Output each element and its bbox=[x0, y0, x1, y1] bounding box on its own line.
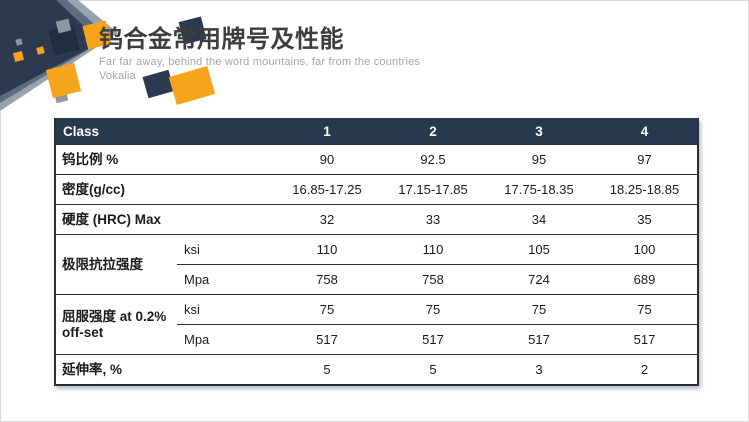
table-row: 延伸率, % 5 5 3 2 bbox=[55, 354, 698, 386]
value-cell: 110 bbox=[274, 234, 380, 265]
value-cell: 33 bbox=[380, 204, 486, 235]
value-cell: 75 bbox=[380, 294, 486, 325]
header-cell-4: 4 bbox=[592, 118, 698, 145]
header-cell-2: 2 bbox=[380, 118, 486, 145]
value-cell: 34 bbox=[486, 204, 592, 235]
page-title: 钨合金常用牌号及性能 bbox=[99, 26, 344, 53]
value-cell: 517 bbox=[486, 324, 592, 355]
value-cell: 90 bbox=[274, 144, 380, 175]
value-cell: 5 bbox=[274, 354, 380, 386]
value-cell: 758 bbox=[274, 264, 380, 295]
value-cell: 5 bbox=[380, 354, 486, 386]
subtitle-line2: Vokalia bbox=[99, 70, 136, 82]
deco-square-gray-1 bbox=[55, 18, 72, 34]
value-cell: 35 bbox=[592, 204, 698, 235]
value-cell: 75 bbox=[274, 294, 380, 325]
value-cell: 16.85-17.25 bbox=[274, 174, 380, 205]
subtitle-line1: Far far away, behind the word mountains,… bbox=[99, 56, 421, 68]
value-cell: 517 bbox=[380, 324, 486, 355]
row-label: 密度(g/cc) bbox=[55, 174, 274, 205]
unit-cell: ksi bbox=[177, 234, 274, 265]
unit-cell: ksi bbox=[177, 294, 274, 325]
header-block: 钨合金常用牌号及性能 Far far away, behind the word… bbox=[99, 25, 420, 83]
table-row: 屈服强度 at 0.2% off-set ksi 75 75 75 75 bbox=[55, 294, 698, 355]
deco-square-darknavy bbox=[48, 24, 80, 56]
unit-cell: Mpa bbox=[177, 324, 274, 355]
value-cell: 100 bbox=[592, 234, 698, 265]
value-cell: 75 bbox=[592, 294, 698, 325]
deco-square-orange-4 bbox=[13, 51, 24, 62]
header-cell-1: 1 bbox=[274, 118, 380, 145]
value-cell: 110 bbox=[380, 234, 486, 265]
deco-square-orange-3 bbox=[36, 46, 45, 55]
value-cell: 17.75-18.35 bbox=[486, 174, 592, 205]
table-row: 钨比例 % 90 92.5 95 97 bbox=[55, 144, 698, 175]
table-row: Mpa 758 758 724 689 bbox=[55, 264, 698, 295]
value-cell: 95 bbox=[486, 144, 592, 175]
value-cell: 758 bbox=[380, 264, 486, 295]
value-cell: 18.25-18.85 bbox=[592, 174, 698, 205]
table-header-row: Class 1 2 3 4 bbox=[55, 118, 698, 145]
value-cell: 724 bbox=[486, 264, 592, 295]
deco-square-gray-2 bbox=[53, 88, 69, 104]
value-cell: 517 bbox=[592, 324, 698, 355]
row-label: 极限抗拉强度 bbox=[55, 234, 177, 295]
deco-square-orange-1 bbox=[45, 62, 82, 99]
value-cell: 17.15-17.85 bbox=[380, 174, 486, 205]
value-cell: 97 bbox=[592, 144, 698, 175]
row-label: 硬度 (HRC) Max bbox=[55, 204, 274, 235]
value-cell: 3 bbox=[486, 354, 592, 386]
deco-square-gray-3 bbox=[15, 38, 23, 46]
value-cell: 2 bbox=[592, 354, 698, 386]
table-row: 密度(g/cc) 16.85-17.25 17.15-17.85 17.75-1… bbox=[55, 174, 698, 205]
value-cell: 689 bbox=[592, 264, 698, 295]
value-cell: 517 bbox=[274, 324, 380, 355]
table-row: 硬度 (HRC) Max 32 33 34 35 bbox=[55, 204, 698, 235]
table-row: Mpa 517 517 517 517 bbox=[55, 324, 698, 355]
value-cell: 105 bbox=[486, 234, 592, 265]
header-cell-3: 3 bbox=[486, 118, 592, 145]
value-cell: 75 bbox=[486, 294, 592, 325]
row-label: 钨比例 % bbox=[55, 144, 274, 175]
row-label: 屈服强度 at 0.2% off-set bbox=[55, 294, 177, 355]
row-label: 延伸率, % bbox=[55, 354, 274, 386]
table-row: 极限抗拉强度 ksi 110 110 105 100 bbox=[55, 234, 698, 295]
value-cell: 92.5 bbox=[380, 144, 486, 175]
value-cell: 32 bbox=[274, 204, 380, 235]
properties-table: Class 1 2 3 4 钨比例 % 90 92.5 95 97 密度(g/c… bbox=[54, 118, 699, 386]
header-cell-class: Class bbox=[55, 118, 274, 145]
unit-cell: Mpa bbox=[177, 264, 274, 295]
